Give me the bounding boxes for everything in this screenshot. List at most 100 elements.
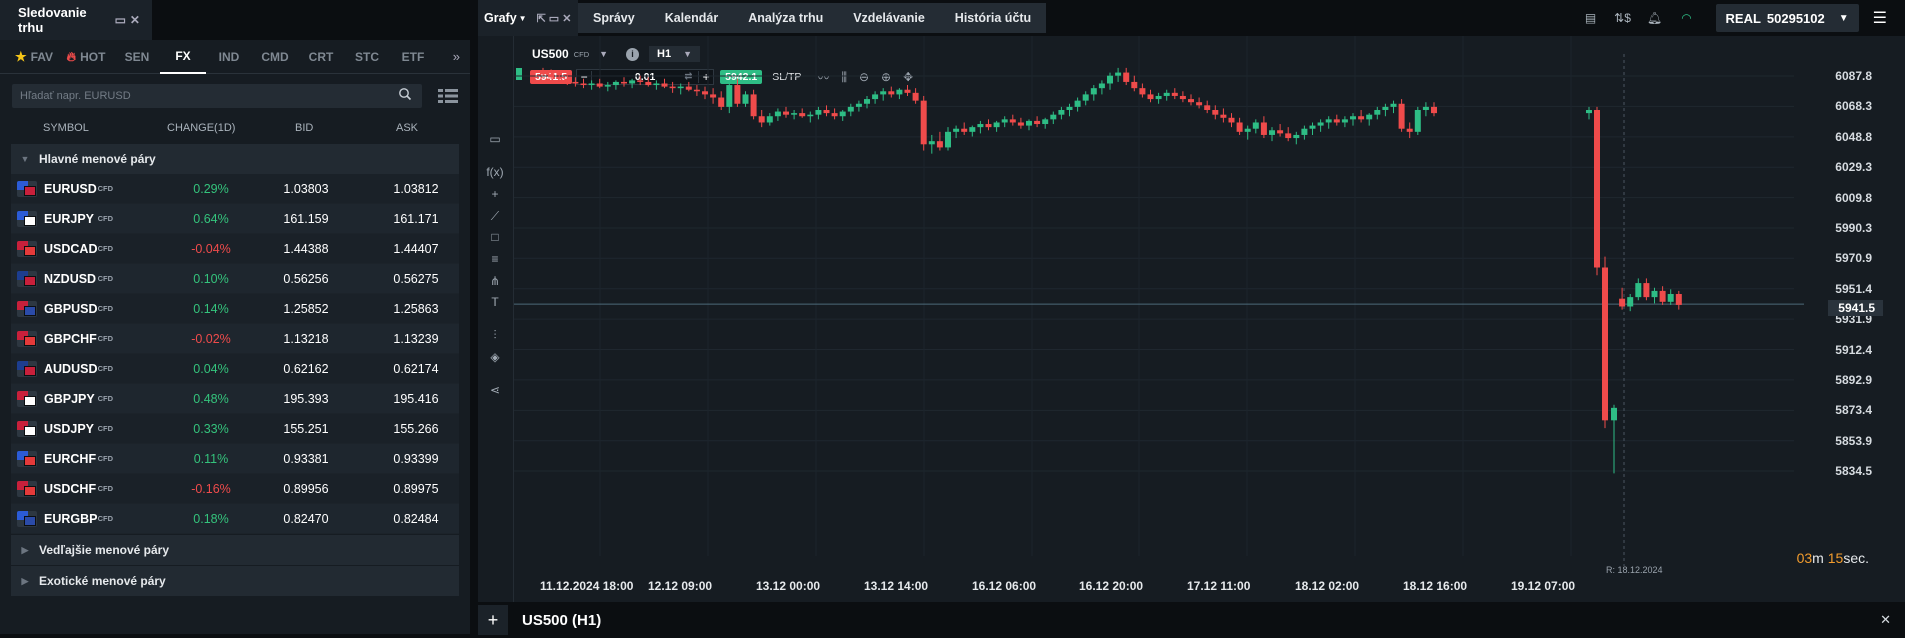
table-row[interactable]: EURJPY CFD 0.64% 161.159 161.171 xyxy=(11,204,459,234)
row-ask[interactable]: 0.93399 xyxy=(393,451,439,466)
row-bid[interactable]: 0.56256 xyxy=(283,271,329,286)
tab-ind[interactable]: IND xyxy=(206,40,252,74)
window-controls-icon[interactable]: ⇱▭✕ xyxy=(536,12,575,25)
row-bid[interactable]: 1.25852 xyxy=(283,301,329,316)
table-row[interactable]: AUDUSD CFD 0.04% 0.62162 0.62174 xyxy=(11,354,459,384)
chart-type-icon[interactable]: ▭ xyxy=(489,132,501,146)
col-change[interactable]: CHANGE(1D) xyxy=(167,122,236,134)
nav-item[interactable]: História účtu xyxy=(954,11,1032,25)
row-bid[interactable]: 0.93381 xyxy=(283,451,329,466)
expand-icon[interactable]: ▶ xyxy=(21,575,29,586)
rectangle-icon[interactable]: □ xyxy=(491,230,499,244)
layout-icon[interactable]: ▤ xyxy=(1584,11,1597,25)
bell-icon[interactable]: 🔔︎ xyxy=(1646,11,1663,25)
row-ask[interactable]: 1.13239 xyxy=(393,331,439,346)
row-bid[interactable]: 1.44388 xyxy=(283,241,329,256)
timeframe-selector[interactable]: H1 ▼ xyxy=(649,46,701,62)
table-row[interactable]: GBPCHF CFD -0.02% 1.13218 1.13239 xyxy=(11,324,459,354)
menu-icon[interactable]: ☰ xyxy=(1872,10,1887,27)
info-icon[interactable]: i xyxy=(626,47,640,61)
share-icon[interactable]: ⋖ xyxy=(489,383,501,397)
crosshair-icon[interactable]: + xyxy=(491,187,499,201)
candles-icon[interactable]: ⫶ xyxy=(493,327,497,342)
search-icon[interactable] xyxy=(398,87,412,101)
row-ask[interactable]: 0.62174 xyxy=(393,361,439,376)
zoom-out-icon[interactable]: ⊖ xyxy=(858,70,870,84)
window-controls-icon[interactable]: ▭✕ xyxy=(114,13,144,27)
chart-symbol[interactable]: US500 xyxy=(532,47,569,61)
group-main-pairs[interactable]: ▼ Hlavné menové páry xyxy=(11,144,459,174)
chevron-down-icon[interactable]: ▼ xyxy=(599,49,609,59)
row-bid[interactable]: 0.82470 xyxy=(283,511,329,526)
row-bid[interactable]: 0.89956 xyxy=(283,481,329,496)
row-ask[interactable]: 1.25863 xyxy=(393,301,439,316)
chevron-down-icon[interactable]: ▼ xyxy=(518,13,527,23)
more-categories-icon[interactable]: » xyxy=(452,49,460,64)
account-selector[interactable]: REAL 50295102 ▼ xyxy=(1715,4,1859,32)
row-bid[interactable]: 1.13218 xyxy=(283,331,329,346)
nav-item[interactable]: Analýza trhu xyxy=(748,11,824,25)
trendline-icon[interactable]: ⟋ xyxy=(490,208,500,223)
row-ask[interactable]: 0.89975 xyxy=(393,481,439,496)
row-ask[interactable]: 1.03812 xyxy=(393,181,439,196)
buy-button[interactable]: 5942.1 xyxy=(720,70,763,84)
tab-crt[interactable]: CRT xyxy=(298,40,344,74)
collapse-icon[interactable]: ▼ xyxy=(20,154,30,164)
tab-hot[interactable]: 🔥︎ HOT xyxy=(58,40,114,74)
table-row[interactable]: EURGBP CFD 0.18% 0.82470 0.82484 xyxy=(11,504,459,534)
tab-sen[interactable]: SEN xyxy=(114,40,160,74)
tab-etf[interactable]: ETF xyxy=(390,40,436,74)
line-chart-icon[interactable]: 〰 xyxy=(817,70,830,85)
row-bid[interactable]: 161.159 xyxy=(283,211,329,226)
expand-icon[interactable]: ▶ xyxy=(21,544,29,555)
row-ask[interactable]: 0.56275 xyxy=(393,271,439,286)
tab-fav[interactable]: ★ FAV xyxy=(10,40,58,74)
row-bid[interactable]: 0.62162 xyxy=(283,361,329,376)
table-row[interactable]: NZDUSD CFD 0.10% 0.56256 0.56275 xyxy=(11,264,459,294)
row-bid[interactable]: 1.03803 xyxy=(283,181,329,196)
group-minor-pairs[interactable]: ▶ Vedľajšie menové páry xyxy=(11,535,459,565)
group-exotic-pairs[interactable]: ▶ Exotické menové páry xyxy=(11,566,459,596)
text-icon[interactable]: T xyxy=(491,295,499,309)
tab-cmd[interactable]: CMD xyxy=(252,40,298,74)
col-ask[interactable]: ASK xyxy=(396,122,419,134)
row-bid[interactable]: 195.393 xyxy=(283,391,329,406)
table-row[interactable]: USDCHF CFD -0.16% 0.89956 0.89975 xyxy=(11,474,459,504)
col-symbol[interactable]: SYMBOL xyxy=(43,122,89,134)
fibonacci-icon[interactable]: ≡ xyxy=(491,252,499,266)
table-row[interactable]: USDJPY CFD 0.33% 155.251 155.266 xyxy=(11,414,459,444)
move-icon[interactable]: ✥ xyxy=(903,70,914,84)
tab-stc[interactable]: STC xyxy=(344,40,390,74)
list-view-icon[interactable] xyxy=(438,88,458,104)
candlestick-chart[interactable] xyxy=(514,36,1905,602)
add-chart-button[interactable]: + xyxy=(478,605,508,635)
col-bid[interactable]: BID xyxy=(295,122,314,134)
nav-item[interactable]: Vzdelávanie xyxy=(853,11,925,25)
layers-icon[interactable]: ◈ xyxy=(490,350,500,364)
table-row[interactable]: EURCHF CFD 0.11% 0.93381 0.93399 xyxy=(11,444,459,474)
close-icon[interactable]: ✕ xyxy=(1880,612,1891,627)
table-row[interactable]: GBPJPY CFD 0.48% 195.393 195.416 xyxy=(11,384,459,414)
pitchfork-icon[interactable]: ⋔ xyxy=(489,274,501,288)
row-ask[interactable]: 161.171 xyxy=(393,211,439,226)
zoom-in-icon[interactable]: ⊕ xyxy=(881,70,892,84)
row-bid[interactable]: 155.251 xyxy=(283,421,329,436)
nav-item[interactable]: Kalendár xyxy=(664,11,719,25)
indicators-icon[interactable]: f(x) xyxy=(486,165,504,179)
table-row[interactable]: GBPUSD CFD 0.14% 1.25852 1.25863 xyxy=(11,294,459,324)
table-row[interactable]: EURUSD CFD 0.29% 1.03803 1.03812 xyxy=(11,174,459,204)
row-ask[interactable]: 0.82484 xyxy=(393,511,439,526)
sltp-button[interactable]: SL/TP xyxy=(772,71,802,83)
row-ask[interactable]: 1.44407 xyxy=(393,241,439,256)
trade-icon[interactable]: ⇅$ xyxy=(1614,11,1631,25)
chevron-down-icon[interactable]: ▼ xyxy=(1838,12,1849,24)
decrease-button[interactable]: − xyxy=(580,70,588,84)
chart-plot[interactable]: 6087.8 6068.3 6048.8 6029.3 6009.8 5990.3 5970… xyxy=(514,36,1905,602)
search-input[interactable]: Hľadať napr. EURUSD xyxy=(12,84,422,108)
tab-market-watch[interactable]: Sledovanie trhu ▭✕ xyxy=(0,0,152,40)
increase-button[interactable]: + xyxy=(702,70,710,84)
tab-charts[interactable]: Grafy ▼ ⇱▭✕ xyxy=(478,0,578,36)
tab-fx[interactable]: FX xyxy=(160,40,206,74)
row-ask[interactable]: 195.416 xyxy=(393,391,439,406)
row-ask[interactable]: 155.266 xyxy=(393,421,439,436)
